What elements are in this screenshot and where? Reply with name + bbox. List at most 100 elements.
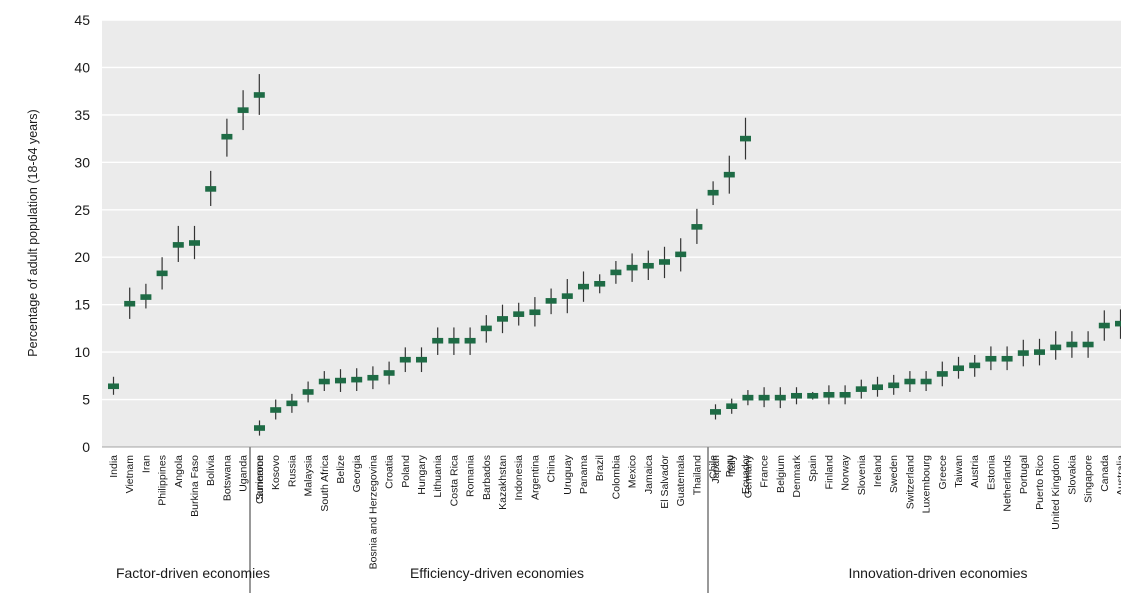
point-italy: [726, 403, 738, 409]
x-label-austria: Austria: [969, 455, 981, 488]
point-bolivia: [205, 186, 217, 192]
x-label-angola: Angola: [173, 455, 185, 488]
x-label-thailand: Thailand: [691, 455, 703, 495]
x-label-bosnia-and-herzegovina: Bosnia and Herzegovina: [367, 455, 379, 570]
x-label-lithuania: Lithuania: [432, 455, 444, 498]
y-axis-title: Percentage of adult population (18-64 ye…: [26, 109, 40, 356]
y-tick-label-40: 40: [74, 59, 90, 75]
point-philippines: [156, 270, 168, 277]
point-belgium: [774, 394, 786, 401]
point-france: [758, 394, 770, 401]
point-estonia: [985, 355, 997, 362]
point-peru: [723, 171, 735, 178]
point-canada: [1098, 322, 1110, 329]
x-label-portugal: Portugal: [1018, 455, 1030, 494]
x-label-norway: Norway: [840, 454, 852, 490]
x-label-australia: Australia: [1115, 455, 1121, 496]
x-label-bolivia: Bolivia: [205, 455, 217, 486]
x-label-germany: Germany: [742, 454, 754, 498]
point-jamaica: [642, 262, 654, 269]
point-mexico: [626, 264, 638, 271]
point-australia: [1115, 320, 1121, 327]
x-label-japan: Japan: [710, 455, 722, 484]
x-label-denmark: Denmark: [791, 454, 803, 497]
point-kazakhstan: [497, 316, 508, 322]
x-label-russia: Russia: [286, 455, 298, 487]
x-label-belgium: Belgium: [775, 455, 787, 493]
point-chile: [707, 189, 719, 196]
group-label-3: Innovation-driven economies: [849, 565, 1028, 581]
x-label-vietnam: Vietnam: [124, 455, 136, 494]
x-label-ecuador: Ecuador: [740, 454, 752, 494]
y-tick-label-10: 10: [74, 344, 90, 360]
x-label-switzerland: Switzerland: [904, 455, 916, 509]
point-panama: [578, 283, 589, 290]
x-label-indonesia: Indonesia: [513, 455, 525, 501]
x-label-brazil: Brazil: [594, 455, 606, 481]
group-separators: [102, 446, 1121, 593]
y-tick-label-0: 0: [82, 439, 90, 455]
y-tick-label-15: 15: [74, 297, 90, 313]
point-argentina: [529, 309, 541, 316]
point-georgia: [351, 376, 363, 383]
point-kosovo: [270, 407, 282, 413]
x-label-kosovo: Kosovo: [270, 455, 282, 490]
x-label-uruguay: Uruguay: [562, 454, 574, 494]
x-label-peru: Peru: [724, 455, 736, 477]
group-label-2: Efficiency-driven economies: [410, 565, 584, 581]
y-tick-label-45: 45: [74, 12, 90, 28]
point-germany: [742, 394, 754, 401]
x-label-spain: Spain: [807, 455, 819, 482]
point-malaysia: [302, 389, 314, 395]
x-label-iran: Iran: [140, 455, 152, 473]
point-brazil: [594, 280, 606, 287]
x-label-france: France: [759, 455, 771, 488]
x-label-mexico: Mexico: [627, 455, 639, 488]
data-marks: [108, 74, 1121, 436]
grid-lines: [102, 19, 1121, 401]
point-taiwan: [953, 365, 964, 372]
x-label-colombia: Colombia: [610, 455, 622, 500]
point-guatemala: [675, 251, 687, 258]
x-label-el-salvador: El Salvador: [659, 455, 671, 509]
x-label-burkina-faso: Burkina Faso: [189, 455, 201, 517]
point-united-kingdom: [1050, 344, 1062, 351]
point-slovenia: [855, 386, 867, 392]
point-cameroon: [253, 92, 265, 98]
point-finland: [823, 392, 835, 398]
x-label-taiwan: Taiwan: [953, 455, 965, 488]
x-label-kazakhstan: Kazakhstan: [497, 455, 509, 510]
point-thailand: [691, 224, 703, 230]
x-label-croatia: Croatia: [384, 455, 396, 489]
point-indonesia: [513, 311, 525, 317]
point-slovakia: [1066, 341, 1078, 348]
plot-area: [102, 20, 1121, 447]
point-denmark: [791, 392, 802, 399]
x-label-guatemala: Guatemala: [675, 455, 687, 507]
x-label-luxembourg: Luxembourg: [921, 455, 933, 514]
x-label-slovenia: Slovenia: [856, 455, 868, 495]
x-axis-labels: India Vietnam Iran Philippines Angola Burkina…: [108, 454, 1121, 569]
point-suriname: [254, 425, 265, 431]
group-label-1: Factor-driven economies: [116, 565, 270, 581]
x-label-belize: Belize: [335, 455, 347, 484]
y-tick-label-35: 35: [74, 107, 90, 123]
group-labels: Factor-driven economies Efficiency-driven…: [116, 565, 1028, 581]
x-label-chile: Chile: [708, 455, 720, 479]
point-greece: [936, 371, 948, 377]
point-china: [545, 298, 557, 304]
point-bosnia-and-herzegovina: [367, 374, 379, 381]
point-lithuania: [432, 337, 444, 344]
point-burkina-faso: [189, 240, 200, 246]
point-belize: [335, 377, 346, 384]
point-sweden: [888, 382, 900, 389]
x-label-greece: Greece: [937, 455, 949, 490]
x-label-suriname: Suriname: [254, 455, 266, 500]
y-tick-label-20: 20: [74, 249, 90, 265]
point-norway: [839, 392, 851, 398]
point-japan: [710, 409, 721, 415]
point-luxembourg: [920, 378, 932, 385]
point-netherlands: [1001, 355, 1013, 362]
x-label-slovakia: Slovakia: [1066, 455, 1078, 495]
